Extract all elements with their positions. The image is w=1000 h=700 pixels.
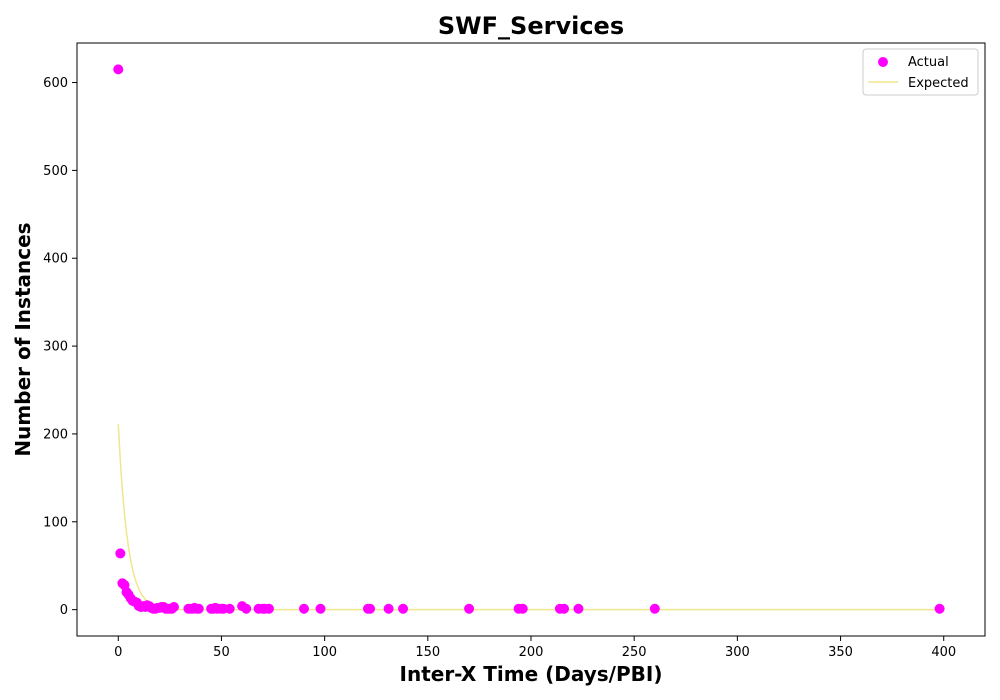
x-tick-label: 350	[828, 645, 853, 660]
actual-point	[115, 548, 126, 559]
y-tick-label: 100	[43, 515, 68, 530]
actual-point	[649, 603, 660, 614]
actual-point	[315, 603, 326, 614]
x-tick-label: 250	[622, 645, 647, 660]
actual-point	[517, 603, 528, 614]
actual-point	[168, 602, 179, 613]
y-tick-label: 0	[60, 603, 68, 618]
x-tick-label: 150	[415, 645, 440, 660]
x-tick-label: 0	[114, 645, 122, 660]
legend-label-actual: Actual	[908, 55, 949, 70]
y-tick-label: 600	[43, 76, 68, 91]
x-tick-label: 200	[519, 645, 544, 660]
y-axis-label: Number of Instances	[11, 222, 35, 456]
actual-point	[464, 603, 475, 614]
x-tick-label: 50	[213, 645, 230, 660]
legend-marker-actual	[878, 57, 888, 67]
y-tick-label: 300	[43, 340, 68, 355]
x-axis-label: Inter-X Time (Days/PBI)	[400, 662, 663, 686]
actual-point	[263, 603, 274, 614]
legend-box	[862, 48, 979, 96]
plot-frame	[76, 42, 986, 637]
expected-line-layer	[117, 424, 940, 611]
x-tick-label: 300	[725, 645, 750, 660]
legend: Actual Expected	[862, 48, 979, 96]
actual-point	[559, 603, 570, 614]
actual-point	[573, 603, 584, 614]
y-tick-label: 400	[43, 252, 68, 267]
actual-point	[113, 64, 124, 75]
actual-point	[365, 603, 376, 614]
actual-point	[224, 603, 235, 614]
y-tick-label: 500	[43, 164, 68, 179]
y-axis: 0 100 200 300 400 500 600	[43, 76, 77, 618]
actual-point	[934, 603, 945, 614]
x-tick-label: 100	[312, 645, 337, 660]
x-axis: 0 50 100 150 200 250 300 350 400	[114, 636, 956, 660]
actual-point	[398, 603, 409, 614]
y-tick-label: 200	[43, 427, 68, 442]
legend-label-expected: Expected	[908, 76, 969, 91]
expected-line	[117, 424, 940, 611]
x-tick-label: 400	[931, 645, 956, 660]
actual-point	[193, 603, 204, 614]
actual-point	[299, 603, 309, 614]
chart-title: SWF_Services	[438, 12, 624, 40]
plot-area	[76, 42, 986, 637]
actual-points-layer	[113, 64, 945, 614]
actual-point	[241, 603, 252, 614]
actual-point	[383, 603, 394, 614]
